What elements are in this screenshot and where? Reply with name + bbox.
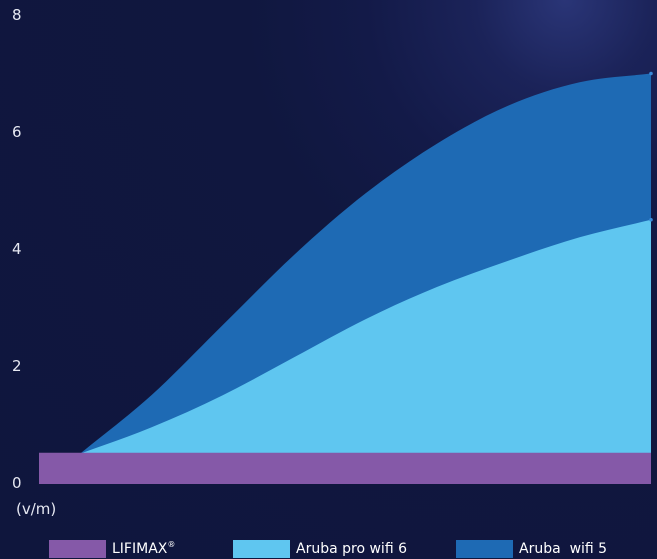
y-tick-label: 0: [12, 474, 22, 492]
legend-swatch-lifimax: [49, 540, 106, 558]
y-tick-label: 6: [12, 123, 22, 141]
legend-item-lifimax: LIFIMAX®: [49, 539, 175, 559]
series-endpoint-marker: [649, 71, 653, 76]
legend-item-aruba-wifi-5: Aruba wifi 5: [456, 539, 607, 559]
y-tick-label: 4: [12, 240, 22, 258]
legend-label-lifimax: LIFIMAX®: [112, 540, 176, 557]
legend: LIFIMAX® Aruba pro wifi 6 Aruba wifi 5: [0, 539, 657, 559]
y-tick-label: 8: [12, 6, 22, 24]
y-axis: 0 2 4 6 8: [12, 6, 22, 492]
series-endpoint-marker: [649, 217, 653, 222]
legend-swatch-aruba-wifi-5: [456, 540, 513, 558]
legend-label-aruba-wifi-5: Aruba wifi 5: [519, 541, 608, 557]
legend-label-aruba-pro-wifi-6: Aruba pro wifi 6: [296, 541, 407, 557]
area-series-lifimax: [39, 452, 651, 484]
y-tick-label: 2: [12, 357, 22, 375]
area-series-aruba-pro-wifi-6: [80, 219, 651, 454]
unit-label: (v/m): [16, 500, 56, 518]
legend-item-aruba-pro-wifi-6: Aruba pro wifi 6: [233, 539, 407, 559]
legend-swatch-aruba-pro-wifi-6: [233, 540, 290, 558]
chart-areas: [39, 71, 653, 484]
